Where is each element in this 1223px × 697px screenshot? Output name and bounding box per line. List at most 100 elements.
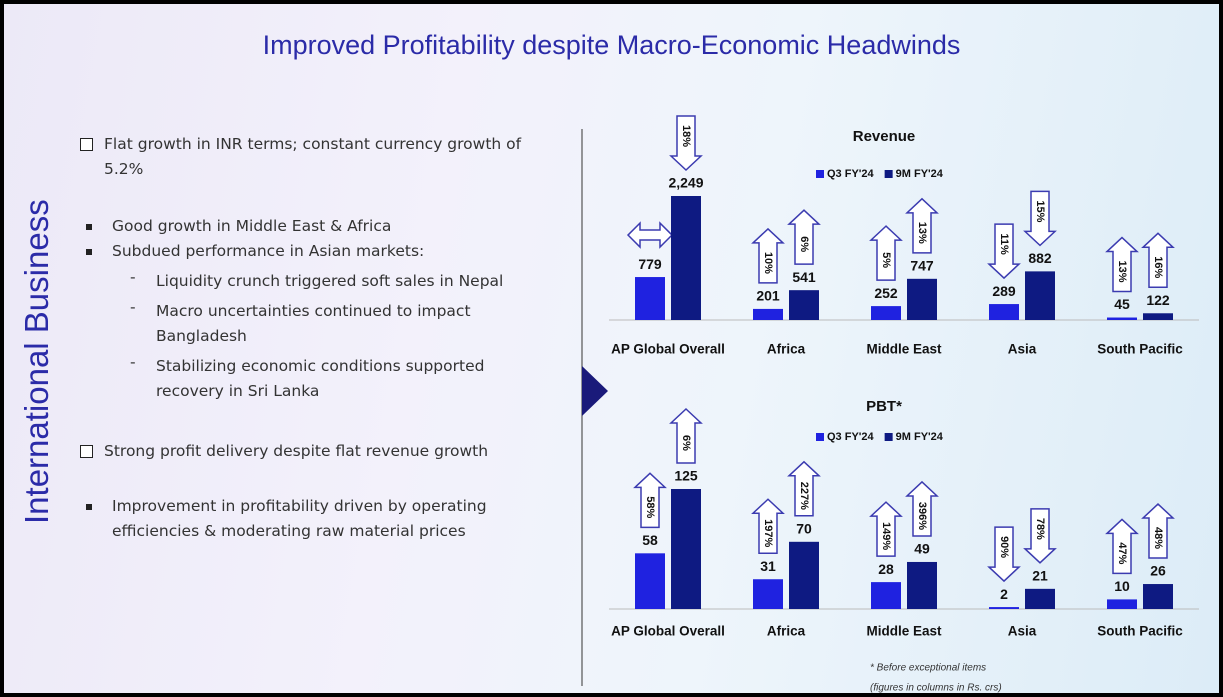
bullet-dash: Macro uncertainties continued to impact … — [78, 295, 531, 349]
value-label: 882 — [1028, 250, 1052, 266]
x-tick-label: South Pacific — [1097, 624, 1183, 639]
bar — [1107, 599, 1137, 609]
growth-label: 47% — [1116, 542, 1128, 564]
x-tick-label: Asia — [1008, 624, 1037, 639]
bar — [753, 308, 783, 320]
value-label: 747 — [910, 258, 934, 274]
footnote: * Before exceptional items — [870, 663, 986, 674]
growth-arrow — [669, 115, 703, 172]
bullet-dash: Liquidity crunch triggered soft sales in… — [78, 265, 531, 294]
bar — [871, 582, 901, 609]
chart-title: PBT* — [866, 398, 902, 415]
value-label: 58 — [642, 532, 658, 548]
growth-label: 15% — [1034, 200, 1046, 222]
growth-label: 197% — [762, 519, 774, 547]
bar — [671, 489, 701, 609]
value-label: 21 — [1032, 568, 1048, 584]
value-label: 122 — [1146, 292, 1170, 308]
value-label: 2,249 — [668, 175, 703, 191]
legend-label: 9M FY'24 — [896, 431, 944, 443]
legend-label: Q3 FY'24 — [827, 168, 875, 180]
value-label: 49 — [914, 541, 930, 557]
bar — [789, 290, 819, 320]
growth-label: 6% — [680, 435, 692, 451]
bar — [635, 277, 665, 320]
bar — [671, 196, 701, 320]
growth-arrow — [905, 480, 939, 537]
bullet-square: Good growth in Middle East & Africa — [78, 214, 548, 239]
footnote: (figures in columns in Rs. crs) — [870, 683, 1002, 693]
bullet-box: Strong profit delivery despite flat reve… — [78, 439, 548, 464]
charts: Revenue Q3 FY'24 9M FY'24 AP Global Overall… — [581, 115, 1199, 693]
growth-arrow — [987, 526, 1021, 583]
x-tick-label: Middle East — [866, 624, 942, 639]
legend-label: 9M FY'24 — [896, 168, 944, 180]
x-tick-label: Africa — [767, 624, 806, 639]
value-label: 779 — [638, 256, 662, 272]
growth-arrow — [787, 460, 821, 517]
value-label: 28 — [878, 561, 894, 577]
growth-arrow — [869, 225, 903, 281]
growth-label: 16% — [1152, 256, 1164, 278]
growth-label: 6% — [798, 236, 810, 252]
growth-arrow — [1105, 236, 1139, 293]
value-label: 26 — [1150, 563, 1166, 579]
legend-swatch — [816, 433, 824, 441]
bullet-list: Flat growth in INR terms; constant curre… — [78, 132, 548, 544]
bar — [1025, 271, 1055, 320]
bar — [753, 579, 783, 609]
bar — [635, 553, 665, 609]
growth-arrow — [869, 501, 903, 557]
bar — [1143, 584, 1173, 609]
growth-label: 13% — [916, 222, 928, 244]
x-tick-label: AP Global Overall — [611, 342, 725, 357]
growth-label: 227% — [798, 482, 810, 510]
legend-swatch — [884, 433, 893, 441]
growth-label: 90% — [998, 536, 1010, 558]
pointer — [582, 366, 608, 416]
x-tick-label: AP Global Overall — [611, 624, 725, 639]
growth-label: 13% — [1116, 261, 1128, 283]
legend-label: Q3 FY'24 — [827, 431, 875, 443]
value-label: 125 — [674, 468, 698, 484]
growth-label: 78% — [1034, 518, 1046, 540]
value-label: 70 — [796, 521, 812, 537]
bar — [789, 541, 819, 609]
bar — [989, 607, 1019, 609]
value-label: 45 — [1114, 296, 1130, 312]
bar — [1025, 588, 1055, 609]
growth-arrow — [787, 209, 821, 265]
growth-arrow — [751, 227, 785, 284]
value-label: 289 — [992, 283, 1016, 299]
growth-arrow — [905, 197, 939, 254]
slide-title: Improved Profitability despite Macro-Eco… — [262, 30, 961, 60]
growth-label: 5% — [880, 252, 892, 268]
growth-arrow — [1141, 503, 1175, 559]
growth-arrow — [751, 498, 785, 554]
value-label: 201 — [756, 288, 780, 304]
bar — [871, 306, 901, 320]
x-tick-label: South Pacific — [1097, 342, 1183, 357]
bullet-box: Flat growth in INR terms; constant curre… — [78, 132, 548, 182]
value-label: 2 — [1000, 586, 1008, 602]
value-label: 10 — [1114, 578, 1130, 594]
legend-swatch — [816, 170, 824, 178]
bullet-square: Subdued performance in Asian markets: — [78, 239, 548, 264]
chart-title: Revenue — [853, 128, 916, 145]
growth-arrow — [1023, 190, 1057, 247]
legend-swatch — [884, 170, 893, 178]
growth-label: 18% — [680, 125, 692, 147]
x-tick-label: Africa — [767, 342, 806, 357]
growth-label: 10% — [762, 252, 774, 274]
growth-arrow — [669, 407, 703, 464]
bar — [989, 304, 1019, 320]
bar — [907, 561, 937, 609]
value-label: 31 — [760, 558, 776, 574]
growth-arrow — [626, 221, 674, 249]
growth-label: 58% — [644, 496, 656, 518]
growth-label: 396% — [916, 502, 928, 530]
growth-label: 48% — [1152, 527, 1164, 549]
value-label: 252 — [874, 285, 898, 301]
bullet-square: Improvement in profitability driven by o… — [78, 494, 548, 544]
